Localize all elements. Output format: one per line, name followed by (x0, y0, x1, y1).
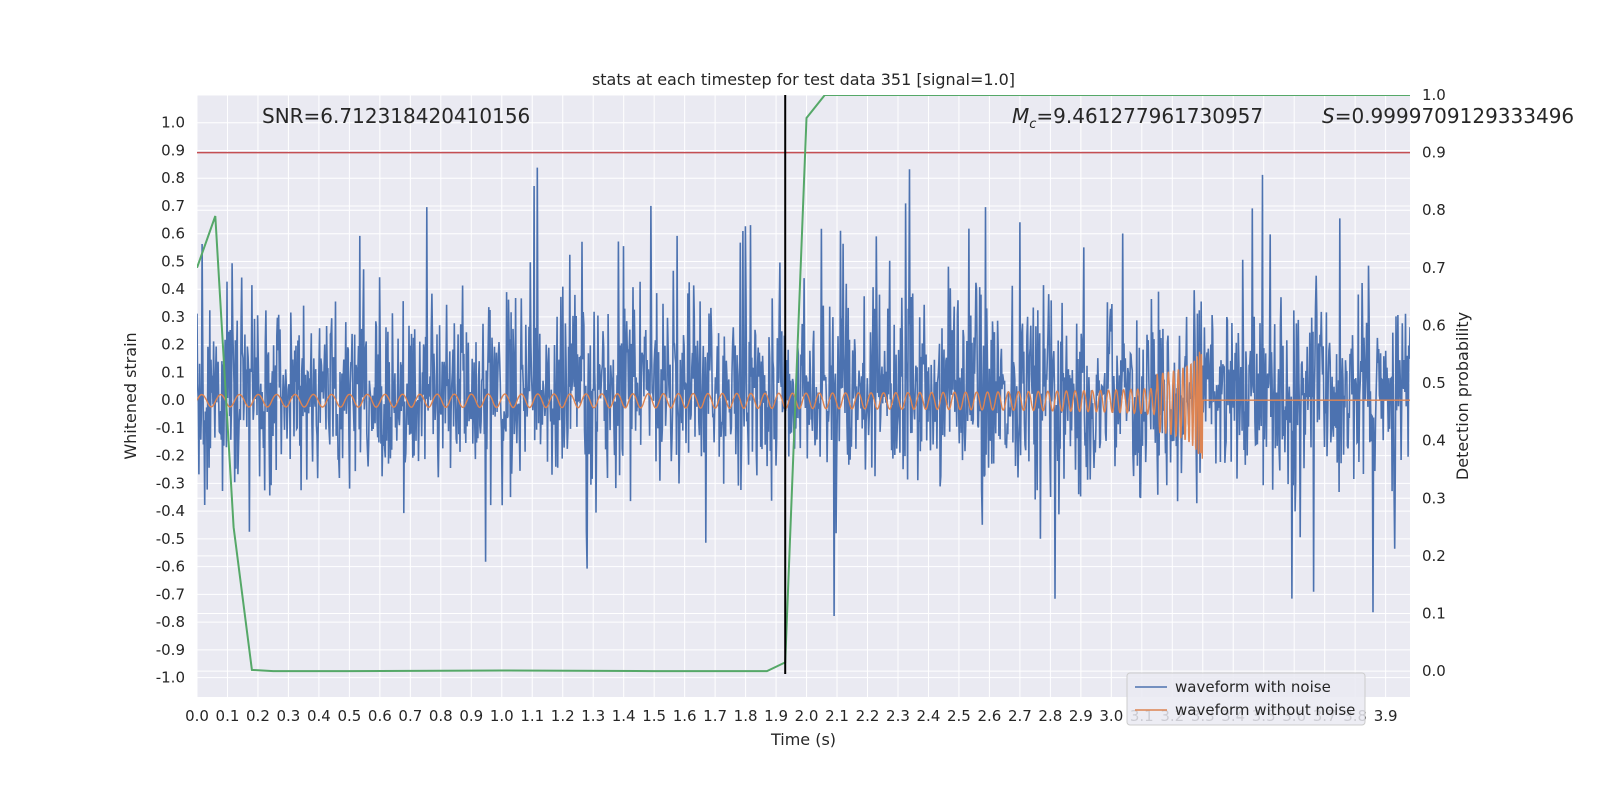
y-tick-label: 0.7 (161, 197, 185, 215)
x-tick-label: 0.9 (459, 707, 483, 725)
x-tick-label: 2.3 (886, 707, 910, 725)
x-tick-label: 0.7 (398, 707, 422, 725)
y-tick-label: 0.5 (161, 252, 185, 270)
x-tick-label: 2.0 (795, 707, 819, 725)
annotation-mc-subscript: c (1029, 117, 1036, 132)
legend-box (1126, 672, 1366, 726)
y2-tick-label: 1.0 (1422, 86, 1446, 104)
legend-label-noise: waveform with noise (1175, 678, 1331, 696)
y2-axis-ticks: 0.0 0.1 0.2 0.3 0.4 0.5 0.6 0.7 0.8 0.9 1.0 (1422, 86, 1446, 680)
chart-title: stats at each timestep for test data 351… (592, 70, 1015, 89)
x-tick-label: 1.0 (490, 707, 514, 725)
y-tick-label: -0.2 (156, 447, 185, 465)
y-tick-label: -0.5 (156, 530, 185, 548)
y-axis-label: Whitened strain (121, 332, 140, 459)
x-tick-label: 1.2 (551, 707, 575, 725)
y2-tick-label: 0.0 (1422, 662, 1446, 680)
annotation-chirp-mass: Mc=9.461277961730957 (1012, 104, 1263, 132)
x-tick-label: 1.4 (612, 707, 636, 725)
y2-tick-label: 0.7 (1422, 259, 1446, 277)
x-tick-label: 0.4 (307, 707, 331, 725)
x-tick-label: 2.9 (1069, 707, 1093, 725)
x-tick-label: 0.1 (216, 707, 240, 725)
x-tick-label: 1.5 (642, 707, 666, 725)
y-tick-label: -0.3 (156, 474, 185, 492)
y-tick-label: -0.8 (156, 613, 185, 631)
y2-axis-label: Detection probability (1453, 312, 1472, 480)
annotation-mc-symbol: M (1012, 104, 1029, 128)
x-tick-label: 0.5 (337, 707, 361, 725)
annotation-score: S=0.9999709129333496 (1322, 104, 1574, 128)
y-tick-label: -0.9 (156, 641, 185, 659)
legend-label-clean: waveform without noise (1175, 701, 1355, 719)
y2-tick-label: 0.3 (1422, 489, 1446, 507)
x-tick-label: 3.0 (1099, 707, 1123, 725)
y-tick-label: 0.4 (161, 280, 185, 298)
x-tick-label: 2.2 (856, 707, 880, 725)
x-tick-label: 1.9 (764, 707, 788, 725)
y-tick-label: -1.0 (156, 669, 185, 687)
y2-tick-label: 0.8 (1422, 201, 1446, 219)
y-tick-label: 0.6 (161, 225, 185, 243)
legend: waveform with noise waveform without noi… (1126, 672, 1366, 726)
annotation-snr: SNR=6.712318420410156 (262, 104, 530, 128)
x-tick-label: 2.5 (947, 707, 971, 725)
series-line-detection-probability (197, 95, 1410, 673)
x-tick-label: 0.0 (185, 707, 209, 725)
y2-tick-label: 0.1 (1422, 604, 1446, 622)
y-tick-label: 0.9 (161, 141, 185, 159)
x-tick-label: 2.7 (1008, 707, 1032, 725)
y-tick-label: -0.7 (156, 585, 185, 603)
x-tick-label: 1.1 (520, 707, 544, 725)
y-axis-ticks: -1.0 -0.9 -0.8 -0.7 -0.6 -0.5 -0.4 -0.3 -0.2 -0.1… (156, 114, 185, 687)
annotation-s-value: =0.9999709129333496 (1335, 104, 1574, 128)
y-tick-label: 0.0 (161, 391, 185, 409)
x-tick-label: 2.1 (825, 707, 849, 725)
x-tick-label: 2.6 (977, 707, 1001, 725)
y-tick-label: -0.6 (156, 558, 185, 576)
x-tick-label: 1.3 (581, 707, 605, 725)
x-tick-label: 0.8 (429, 707, 453, 725)
annotation-mc-value: =9.461277961730957 (1036, 104, 1263, 128)
y2-tick-label: 0.2 (1422, 547, 1446, 565)
y-tick-label: -0.4 (156, 502, 185, 520)
y2-tick-label: 0.6 (1422, 316, 1446, 334)
y-tick-label: 1.0 (161, 114, 185, 132)
x-tick-label: 1.6 (673, 707, 697, 725)
y2-tick-label: 0.4 (1422, 432, 1446, 450)
x-tick-label: 2.8 (1038, 707, 1062, 725)
y-tick-label: 0.2 (161, 336, 185, 354)
series-line-clean (197, 351, 1410, 459)
x-tick-label: 3.9 (1374, 707, 1398, 725)
y-tick-label: 0.8 (161, 169, 185, 187)
x-tick-label: 0.3 (277, 707, 301, 725)
x-tick-label: 1.8 (734, 707, 758, 725)
x-axis-label: Time (s) (770, 730, 836, 749)
x-tick-label: 0.2 (246, 707, 270, 725)
y2-tick-label: 0.9 (1422, 144, 1446, 162)
y2-tick-label: 0.5 (1422, 374, 1446, 392)
series-line-noise (197, 167, 1410, 617)
x-tick-label: 1.7 (703, 707, 727, 725)
x-tick-label: 2.4 (917, 707, 941, 725)
x-tick-label: 0.6 (368, 707, 392, 725)
annotation-s-symbol: S (1322, 104, 1335, 128)
y-tick-label: 0.3 (161, 308, 185, 326)
y-tick-label: 0.1 (161, 363, 185, 381)
y-tick-label: -0.1 (156, 419, 185, 437)
